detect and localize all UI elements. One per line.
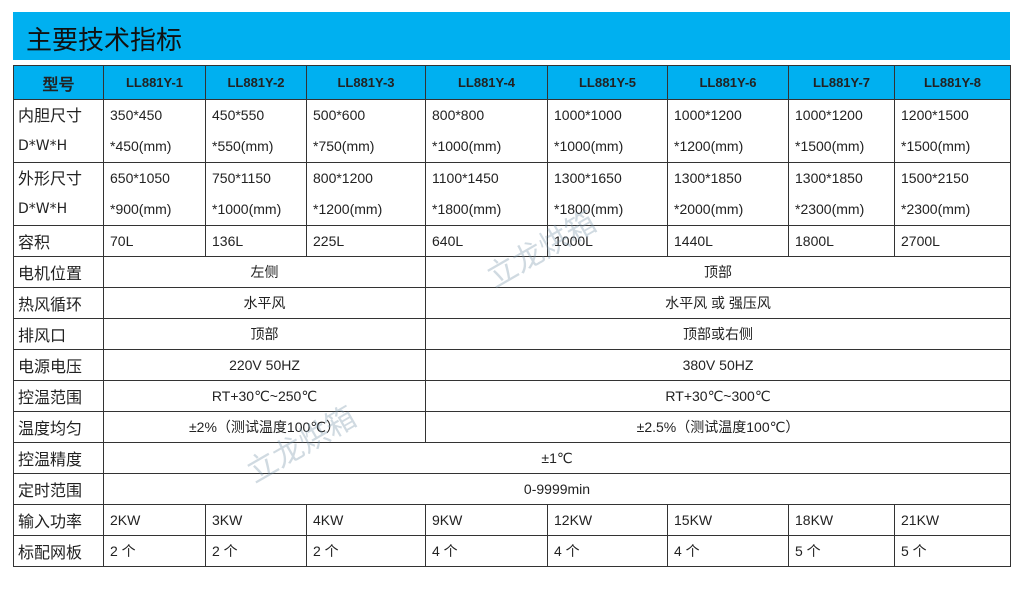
cell: 70L (103, 225, 206, 257)
cell: 4 个 (425, 535, 548, 567)
cell: 1500*2150 *2300(mm) (894, 162, 1011, 226)
cell: 0-9999min (103, 473, 1011, 505)
cell: 1440L (667, 225, 789, 257)
cell: 1000*1200 *1500(mm) (788, 99, 895, 163)
cell: 18KW (788, 504, 895, 536)
table-row-timer: 定时范围 0-9999min (13, 473, 1011, 505)
cell: 左侧 (103, 256, 426, 288)
cell: 水平风 或 强压风 (425, 287, 1011, 319)
cell: 640L (425, 225, 548, 257)
header-label: 型号 (13, 65, 104, 100)
model-header: LL881Y-4 (425, 65, 548, 100)
row-label: 定时范围 (13, 473, 104, 505)
cell: 220V 50HZ (103, 349, 426, 381)
page-title: 主要技术指标 (26, 26, 183, 56)
row-label: 温度均匀 (13, 411, 104, 443)
cell: 800*1200 *1200(mm) (306, 162, 426, 226)
cell: 2 个 (205, 535, 307, 567)
row-label: 电源电压 (13, 349, 104, 381)
cell: 2 个 (103, 535, 206, 567)
table-row-exhaust: 排风口 顶部 顶部或右侧 (13, 318, 1011, 350)
model-header: LL881Y-6 (667, 65, 789, 100)
cell: 1200*1500 *1500(mm) (894, 99, 1011, 163)
cell: 1300*1850 *2300(mm) (788, 162, 895, 226)
cell: 1000*1200 *1200(mm) (667, 99, 789, 163)
cell: RT+30℃~250℃ (103, 380, 426, 412)
cell: 1800L (788, 225, 895, 257)
table-row-inner-size: 内胆尺寸 D*W*H 350*450 *450(mm) 450*550 *550(mm) 5… (13, 99, 1011, 163)
cell: 650*1050 *900(mm) (103, 162, 206, 226)
cell: 2 个 (306, 535, 426, 567)
row-label: 热风循环 (13, 287, 104, 319)
cell: 750*1150 *1000(mm) (205, 162, 307, 226)
table-row-outer-size: 外形尺寸 D*W*H 650*1050 *900(mm) 750*1150 *1000(m… (13, 162, 1011, 226)
cell: 4KW (306, 504, 426, 536)
cell: 1300*1850 *2000(mm) (667, 162, 789, 226)
cell: 500*600 *750(mm) (306, 99, 426, 163)
cell: ±2.5%（测试温度100℃） (425, 411, 1011, 443)
row-label: 容积 (13, 225, 104, 257)
cell: 1100*1450 *1800(mm) (425, 162, 548, 226)
model-header: LL881Y-5 (547, 65, 668, 100)
table-row-precision: 控温精度 ±1℃ (13, 442, 1011, 474)
row-label: 排风口 (13, 318, 104, 350)
model-header: LL881Y-7 (788, 65, 895, 100)
row-label: 内胆尺寸 D*W*H (13, 99, 104, 163)
cell: 2700L (894, 225, 1011, 257)
cell: 450*550 *550(mm) (205, 99, 307, 163)
row-label: 控温精度 (13, 442, 104, 474)
row-label: 控温范围 (13, 380, 104, 412)
cell: 12KW (547, 504, 668, 536)
cell: 1300*1650 *1800(mm) (547, 162, 668, 226)
table-row-power: 输入功率 2KW 3KW 4KW 9KW 12KW 15KW 18KW 21KW (13, 504, 1011, 536)
cell: 3KW (205, 504, 307, 536)
model-header: LL881Y-3 (306, 65, 426, 100)
cell: 380V 50HZ (425, 349, 1011, 381)
cell: 225L (306, 225, 426, 257)
cell: 1000L (547, 225, 668, 257)
cell: 水平风 (103, 287, 426, 319)
row-label: 输入功率 (13, 504, 104, 536)
cell: 9KW (425, 504, 548, 536)
cell: 顶部 (103, 318, 426, 350)
table-row-motor: 电机位置 左侧 顶部 (13, 256, 1011, 288)
cell: 1000*1000 *1000(mm) (547, 99, 668, 163)
title-bar: 主要技术指标 (13, 12, 1010, 60)
cell: 350*450 *450(mm) (103, 99, 206, 163)
table-row-airflow: 热风循环 水平风 水平风 或 强压风 (13, 287, 1011, 319)
model-header: LL881Y-1 (103, 65, 206, 100)
header-row: 型号 LL881Y-1 LL881Y-2 LL881Y-3 LL881Y-4 LL881Y… (13, 65, 1011, 100)
table-row-voltage: 电源电压 220V 50HZ 380V 50HZ (13, 349, 1011, 381)
spec-table: 型号 LL881Y-1 LL881Y-2 LL881Y-3 LL881Y-4 LL881Y… (13, 65, 1011, 567)
table-row-uniformity: 温度均匀 ±2%（测试温度100℃） ±2.5%（测试温度100℃） (13, 411, 1011, 443)
cell: 4 个 (547, 535, 668, 567)
cell: 顶部或右侧 (425, 318, 1011, 350)
cell: 4 个 (667, 535, 789, 567)
model-header: LL881Y-8 (894, 65, 1011, 100)
cell: 顶部 (425, 256, 1011, 288)
cell: 800*800 *1000(mm) (425, 99, 548, 163)
row-label: 外形尺寸 D*W*H (13, 162, 104, 226)
model-header: LL881Y-2 (205, 65, 307, 100)
row-label: 标配网板 (13, 535, 104, 567)
cell: RT+30℃~300℃ (425, 380, 1011, 412)
cell: 5 个 (894, 535, 1011, 567)
table-row-volume: 容积 70L 136L 225L 640L 1000L 1440L 1800L 2700L (13, 225, 1011, 257)
cell: ±2%（测试温度100℃） (103, 411, 426, 443)
cell: ±1℃ (103, 442, 1011, 474)
row-label: 电机位置 (13, 256, 104, 288)
table-row-temp-range: 控温范围 RT+30℃~250℃ RT+30℃~300℃ (13, 380, 1011, 412)
cell: 136L (205, 225, 307, 257)
cell: 2KW (103, 504, 206, 536)
cell: 5 个 (788, 535, 895, 567)
cell: 21KW (894, 504, 1011, 536)
cell: 15KW (667, 504, 789, 536)
